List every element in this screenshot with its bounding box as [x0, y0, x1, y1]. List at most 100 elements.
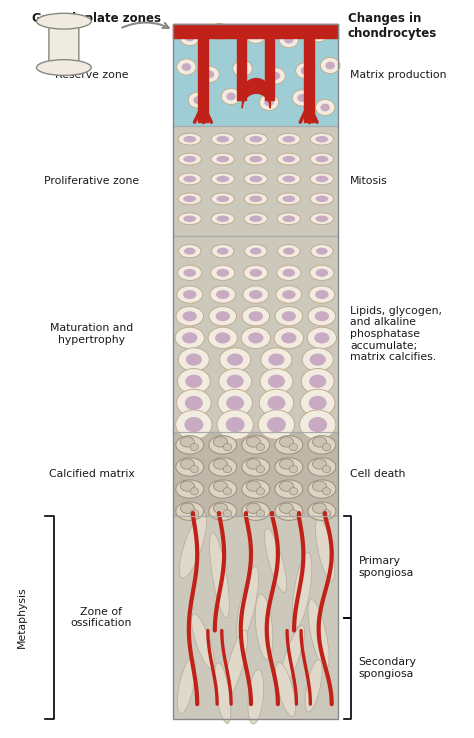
- Ellipse shape: [181, 437, 194, 447]
- Ellipse shape: [227, 375, 244, 388]
- Ellipse shape: [322, 466, 331, 473]
- Ellipse shape: [264, 528, 287, 593]
- Ellipse shape: [223, 510, 232, 517]
- Ellipse shape: [308, 480, 336, 498]
- Ellipse shape: [216, 290, 229, 299]
- Text: Growth plate zones: Growth plate zones: [32, 12, 161, 25]
- Ellipse shape: [322, 488, 331, 495]
- Ellipse shape: [308, 502, 336, 520]
- Ellipse shape: [184, 417, 203, 432]
- Ellipse shape: [209, 502, 237, 520]
- Ellipse shape: [190, 510, 199, 517]
- Ellipse shape: [305, 660, 322, 712]
- Ellipse shape: [309, 26, 328, 42]
- Ellipse shape: [283, 269, 295, 277]
- Ellipse shape: [275, 502, 303, 520]
- Ellipse shape: [259, 94, 279, 111]
- Ellipse shape: [218, 389, 253, 417]
- Ellipse shape: [217, 269, 229, 277]
- Ellipse shape: [249, 176, 262, 182]
- Text: Matrix production: Matrix production: [350, 70, 447, 80]
- Ellipse shape: [316, 518, 335, 581]
- Ellipse shape: [191, 614, 214, 669]
- Ellipse shape: [277, 265, 301, 280]
- Ellipse shape: [223, 488, 232, 495]
- Ellipse shape: [176, 480, 204, 498]
- Ellipse shape: [186, 354, 202, 365]
- Ellipse shape: [244, 173, 267, 184]
- Ellipse shape: [216, 136, 229, 142]
- Ellipse shape: [246, 437, 260, 447]
- Bar: [173, 126, 338, 236]
- Ellipse shape: [216, 176, 229, 182]
- Ellipse shape: [183, 176, 196, 182]
- Ellipse shape: [283, 248, 295, 255]
- Ellipse shape: [289, 444, 298, 451]
- Ellipse shape: [255, 594, 273, 660]
- Ellipse shape: [316, 215, 328, 222]
- Ellipse shape: [258, 410, 294, 439]
- Ellipse shape: [211, 193, 234, 204]
- Ellipse shape: [181, 459, 194, 469]
- Ellipse shape: [209, 480, 237, 498]
- Text: Secondary
spongiosa: Secondary spongiosa: [358, 658, 416, 679]
- Ellipse shape: [310, 154, 334, 165]
- Ellipse shape: [271, 72, 280, 80]
- Bar: [173, 24, 338, 126]
- Ellipse shape: [301, 389, 335, 417]
- Ellipse shape: [178, 213, 201, 224]
- Ellipse shape: [248, 332, 264, 343]
- Ellipse shape: [320, 103, 330, 111]
- Bar: [173, 517, 338, 719]
- Text: Mitosis: Mitosis: [350, 176, 388, 186]
- Ellipse shape: [322, 444, 331, 451]
- Ellipse shape: [249, 136, 262, 142]
- Ellipse shape: [260, 368, 293, 394]
- Ellipse shape: [226, 396, 244, 410]
- Text: Changes in
chondrocytes: Changes in chondrocytes: [348, 12, 437, 40]
- Ellipse shape: [249, 215, 262, 222]
- Ellipse shape: [256, 488, 264, 495]
- Ellipse shape: [243, 286, 269, 303]
- Ellipse shape: [209, 435, 237, 454]
- Ellipse shape: [316, 156, 328, 162]
- Ellipse shape: [180, 513, 207, 579]
- Ellipse shape: [242, 458, 270, 476]
- Ellipse shape: [176, 306, 203, 326]
- Ellipse shape: [221, 89, 241, 105]
- Ellipse shape: [183, 136, 196, 142]
- Ellipse shape: [261, 348, 292, 371]
- Ellipse shape: [297, 94, 307, 102]
- Ellipse shape: [308, 306, 336, 326]
- Ellipse shape: [175, 327, 204, 348]
- Ellipse shape: [215, 663, 231, 723]
- Ellipse shape: [280, 437, 293, 447]
- Ellipse shape: [213, 503, 228, 514]
- Ellipse shape: [178, 193, 201, 204]
- Ellipse shape: [309, 286, 335, 303]
- Text: Maturation and
hypertrophy: Maturation and hypertrophy: [50, 323, 133, 345]
- Ellipse shape: [185, 396, 203, 410]
- Ellipse shape: [183, 290, 196, 299]
- Ellipse shape: [238, 64, 247, 72]
- Ellipse shape: [280, 459, 293, 469]
- Ellipse shape: [302, 348, 333, 371]
- Ellipse shape: [216, 196, 229, 202]
- Text: Calcified matrix: Calcified matrix: [49, 469, 135, 479]
- Ellipse shape: [246, 27, 265, 44]
- Ellipse shape: [320, 58, 340, 74]
- Ellipse shape: [315, 311, 329, 321]
- Ellipse shape: [182, 63, 191, 71]
- Ellipse shape: [301, 66, 310, 75]
- Ellipse shape: [223, 444, 232, 451]
- Ellipse shape: [176, 410, 212, 439]
- Ellipse shape: [244, 134, 267, 145]
- Ellipse shape: [185, 34, 194, 41]
- Text: Lipids, glycogen,
and alkaline
phosphatase
accumulate;
matrix calcifies.: Lipids, glycogen, and alkaline phosphata…: [350, 306, 442, 362]
- Ellipse shape: [316, 269, 328, 277]
- Ellipse shape: [267, 396, 285, 410]
- Ellipse shape: [184, 248, 196, 255]
- Ellipse shape: [226, 417, 245, 432]
- Ellipse shape: [181, 481, 194, 492]
- Ellipse shape: [249, 311, 263, 321]
